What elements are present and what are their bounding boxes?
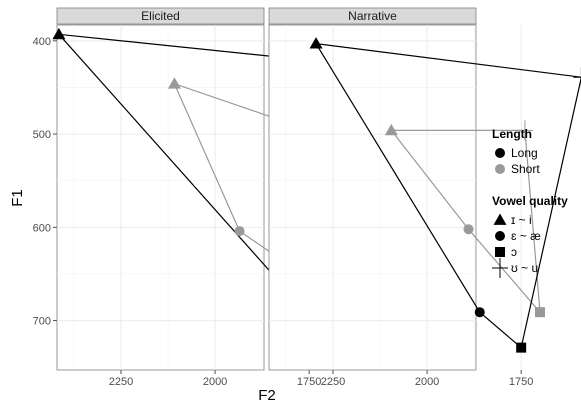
strip-label: Elicited	[141, 9, 180, 23]
y-tick-label: 400	[33, 36, 51, 48]
data-point-short-square	[534, 307, 545, 318]
data-point-short-circle	[234, 226, 245, 237]
x-tick-label: 2250	[109, 376, 133, 388]
strip-elicited	[56, 7, 265, 25]
legend-item-label: Long	[511, 146, 538, 160]
legend-length: Length Long Short	[492, 127, 540, 176]
legend-key-triangle	[493, 213, 507, 225]
legend-title: Vowel quality	[492, 194, 568, 208]
legend-key-circle	[495, 231, 505, 241]
data-point-short-triangle	[384, 123, 398, 136]
panel-background	[268, 24, 477, 371]
legend-title: Length	[492, 127, 532, 141]
strip-narrative	[268, 7, 477, 25]
y-axis-title: F1	[9, 189, 26, 207]
data-point-long-circle	[474, 307, 485, 318]
legend-key-square	[495, 247, 505, 257]
data-point-long-plus	[573, 67, 581, 88]
data-point-long-triangle	[52, 27, 66, 40]
strip-label: Narrative	[348, 9, 397, 23]
legend-key-circle	[495, 164, 505, 174]
data-point-short-circle	[463, 224, 474, 235]
legend-item-label: ɪ ~ i	[511, 213, 532, 227]
x-tick-label: 2000	[203, 376, 227, 388]
legend-item-label: ɛ ~ æ	[511, 229, 541, 243]
grid-lines	[269, 25, 522, 370]
y-tick-label: 700	[33, 316, 51, 328]
legend-key-circle	[495, 148, 505, 158]
x-tick-label: 2000	[415, 376, 439, 388]
x-tick-label: 1750	[297, 376, 321, 388]
x-tick-label: 2250	[321, 376, 345, 388]
data-point-short-plus	[516, 120, 533, 141]
legend-key-plus	[492, 258, 508, 278]
legend-item-label: ʊ ~ u	[511, 261, 538, 275]
data-point-long-triangle	[309, 37, 323, 49]
x-axis-title: F2	[258, 387, 276, 404]
legend-item-label: ɔ	[511, 245, 517, 259]
legend-item-label: Short	[511, 162, 540, 176]
data-point-long-square	[516, 342, 527, 353]
data-point-short-triangle	[167, 77, 181, 89]
y-tick-label: 500	[33, 129, 51, 141]
legend-vowel-quality: Vowel quality ɪ ~ i ɛ ~ æ ɔ ʊ ~ u	[492, 194, 568, 278]
panel-narrative: Narrative 2250 2000 1750	[268, 7, 581, 388]
y-tick-label: 600	[33, 222, 51, 234]
x-tick-label: 1750	[509, 376, 533, 388]
panel-background	[56, 24, 265, 371]
